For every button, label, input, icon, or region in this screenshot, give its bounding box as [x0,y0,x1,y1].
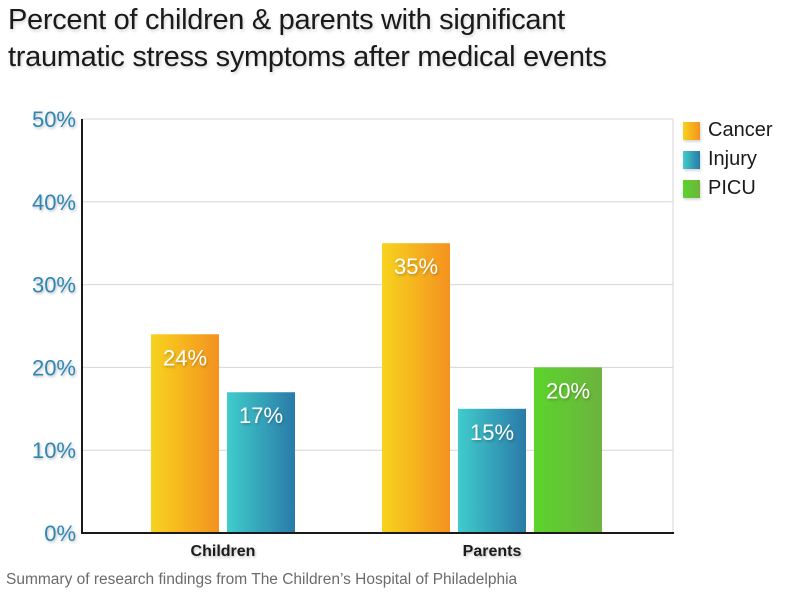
legend-label: PICU [708,177,756,199]
y-axis-ticks: 0% 10% 20% 30% 40% 50% [32,107,76,546]
bar-data-label: 24% [163,345,207,370]
legend-item-injury: Injury [683,145,772,174]
y-tick-label: 40% [32,190,76,215]
legend-label: Injury [708,148,757,170]
bar-data-label: 17% [239,403,283,428]
legend: Cancer Injury PICU [683,116,772,203]
y-tick-label: 50% [32,107,76,132]
legend-item-picu: PICU [683,174,772,203]
bar-data-label: 20% [546,378,590,403]
y-tick-label: 30% [32,273,76,298]
chart-title-line-1: Percent of children & parents with signi… [8,4,565,36]
bars: 24% 17% 35% 15% 20% [151,243,602,533]
bar-children-cancer [151,334,219,533]
bar-data-label: 35% [394,254,438,279]
x-tick-label: Children [191,543,256,560]
legend-swatch [683,121,700,140]
bar-parents-picu [534,367,602,533]
x-tick-label: Parents [463,543,522,560]
legend-label: Cancer [708,119,773,141]
bar-parents-injury [458,408,526,533]
legend-swatch [683,150,700,169]
axes [81,119,674,534]
bar-data-label: 15% [470,420,514,445]
bar-children-injury [227,392,295,533]
legend-item-cancer: Cancer [683,116,772,145]
y-tick-label: 10% [32,438,76,463]
chart-title: Percent of children & parents with signi… [8,2,607,76]
chart-title-line-2: traumatic stress symptoms after medical … [8,41,607,73]
y-tick-label: 0% [44,521,76,546]
source-caption: Summary of research findings from The Ch… [6,571,518,588]
x-axis-ticks: Children Parents [191,543,522,560]
y-tick-label: 20% [32,355,76,380]
bar-parents-cancer [382,243,450,533]
legend-swatch [683,179,700,198]
